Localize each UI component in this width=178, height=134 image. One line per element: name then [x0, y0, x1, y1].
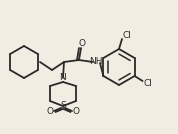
Text: O: O [46, 107, 54, 116]
Text: N: N [60, 74, 66, 83]
Text: Cl: Cl [123, 31, 131, 40]
Text: NH: NH [89, 57, 103, 66]
Text: O: O [72, 107, 80, 116]
Text: S: S [60, 101, 66, 111]
Text: Cl: Cl [143, 79, 152, 88]
Text: O: O [78, 38, 85, 47]
